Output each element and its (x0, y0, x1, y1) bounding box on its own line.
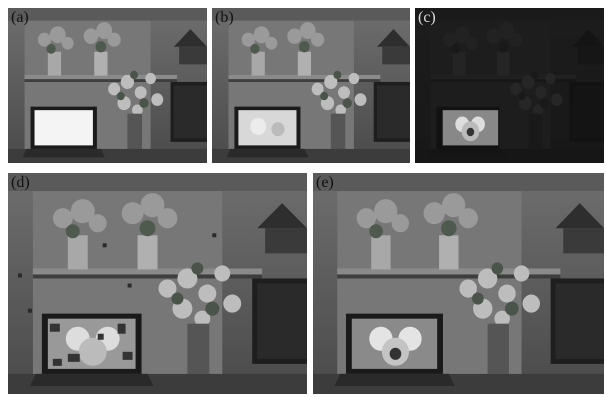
panel-b: (b) (212, 8, 410, 163)
photo (8, 8, 207, 163)
panel-c: (c) (415, 8, 604, 163)
photo (313, 173, 604, 394)
panel-label: (c) (418, 9, 436, 27)
photo (415, 8, 604, 163)
panel-label: (e) (316, 174, 334, 192)
panel-d: (d) (8, 173, 307, 394)
photo (8, 173, 307, 394)
panel-label: (b) (215, 9, 234, 27)
panel-label: (a) (11, 9, 29, 27)
photo (212, 8, 410, 163)
panel-e: (e) (313, 173, 604, 394)
figure: (a) (b) (c) (d) (e) (0, 0, 606, 397)
panel-a: (a) (8, 8, 207, 163)
panel-label: (d) (11, 174, 30, 192)
